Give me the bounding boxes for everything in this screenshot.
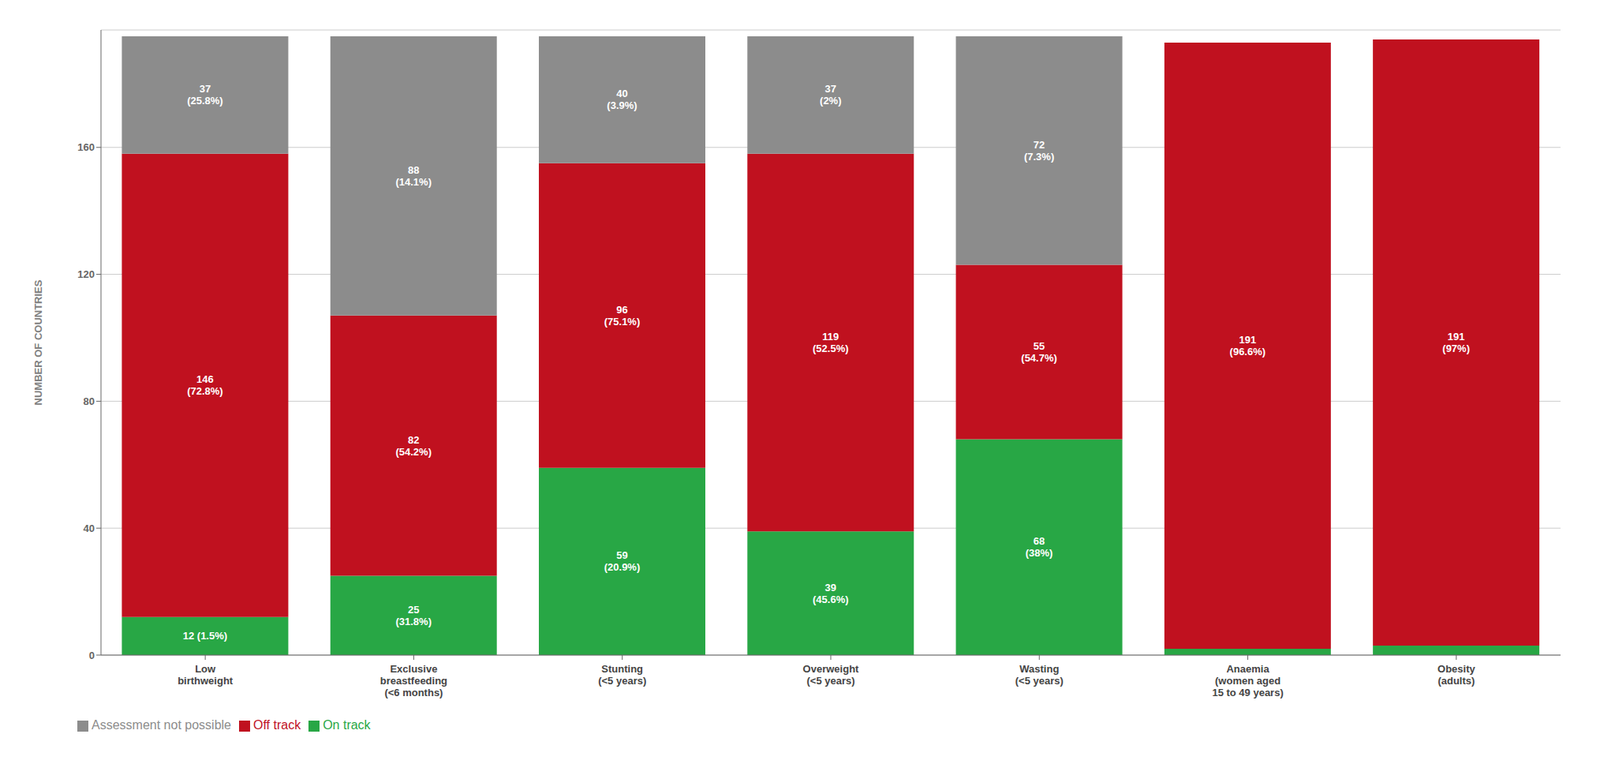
svg-text:40(3.9%): 40(3.9%) <box>606 87 637 112</box>
svg-text:191(97%): 191(97%) <box>1442 330 1470 355</box>
svg-text:59(20.9%): 59(20.9%) <box>604 549 641 573</box>
svg-text:68(38%): 68(38%) <box>1025 534 1054 559</box>
html-text:Off track: Off track <box>253 717 301 732</box>
svg-text:Stunting(<5 years): Stunting(<5 years) <box>598 662 647 687</box>
html-text:Assessment not possible: Assessment not possible <box>91 717 232 732</box>
svg-text:72(7.3%): 72(7.3%) <box>1024 138 1055 163</box>
svg-text:55(54.7%): 55(54.7%) <box>1020 340 1058 364</box>
svg-text:Overweight(<5 years): Overweight(<5 years) <box>803 662 860 687</box>
svg-text:191(96.6%): 191(96.6%) <box>1229 333 1267 358</box>
svg-text:Anaemia(women aged15 to 49 yea: Anaemia(women aged15 to 49 years) <box>1211 662 1283 699</box>
svg-text:40: 40 <box>83 522 95 535</box>
svg-text:0: 0 <box>89 649 95 662</box>
svg-text:Wasting(<5 years): Wasting(<5 years) <box>1015 662 1064 687</box>
svg-text:160: 160 <box>77 141 95 154</box>
svg-text:82(54.2%): 82(54.2%) <box>395 433 432 458</box>
svg-text:39(45.6%): 39(45.6%) <box>812 581 849 606</box>
svg-text:NUMBER OF COUNTRIES: NUMBER OF COUNTRIES <box>32 279 45 405</box>
svg-text:80: 80 <box>83 395 95 408</box>
svg-text:119(52.5%): 119(52.5%) <box>812 330 849 355</box>
svg-text:96(75.1%): 96(75.1%) <box>604 303 641 328</box>
svg-text:88(14.1%): 88(14.1%) <box>395 164 432 188</box>
svg-text:37(2%): 37(2%) <box>819 82 842 107</box>
svg-text:Obesity(adults): Obesity(adults) <box>1437 662 1476 687</box>
svg-text:Exclusivebreastfeeding(<6 mont: Exclusivebreastfeeding(<6 months) <box>380 662 448 699</box>
svg-text:146(72.8%): 146(72.8%) <box>186 373 224 397</box>
html-text:On track: On track <box>322 717 371 732</box>
svg-text:37(25.8%): 37(25.8%) <box>186 82 224 107</box>
svg-text:12 (1.5%): 12 (1.5%) <box>183 629 228 642</box>
svg-text:Lowbirthweight: Lowbirthweight <box>177 662 234 687</box>
svg-text:120: 120 <box>77 268 95 281</box>
svg-text:25(31.8%): 25(31.8%) <box>395 603 432 628</box>
